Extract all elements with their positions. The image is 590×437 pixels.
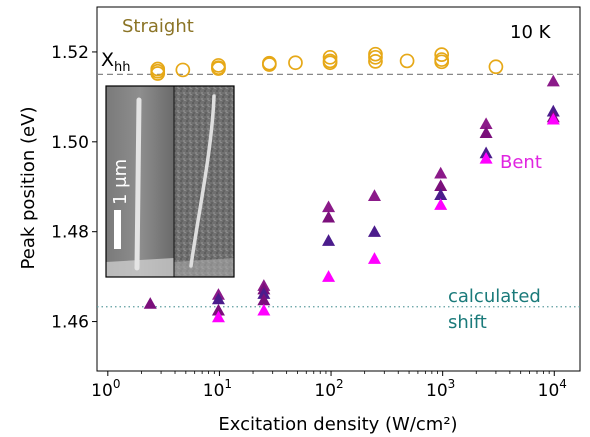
x-tick-label: 101	[203, 377, 232, 401]
x-tick-label: 104	[538, 377, 567, 401]
scale-bar	[114, 210, 121, 249]
x-tick-label: 100	[91, 377, 120, 401]
straight-point	[175, 62, 191, 78]
sem-inset-border	[105, 85, 235, 278]
sem-inset-image: 1 μm	[105, 85, 235, 278]
straight-point	[322, 55, 338, 71]
bent-point	[434, 179, 448, 192]
straight-point	[368, 54, 383, 69]
calculated-shift-label-line1: calculated	[448, 286, 541, 307]
straight-point	[399, 53, 415, 69]
bent-point	[257, 293, 271, 306]
y-tick-label: 1.52	[51, 43, 89, 63]
sem-nanowire-straight	[134, 97, 142, 271]
straight-point	[434, 54, 450, 70]
bent-point	[479, 117, 493, 130]
xhh-label-main: X	[101, 49, 114, 71]
bent-point	[211, 303, 225, 316]
straight-point	[288, 55, 303, 71]
calculated-shift-label-line2: shift	[448, 312, 487, 333]
bent-point	[143, 297, 157, 309]
y-tick-label: 1.50	[51, 133, 89, 153]
bent-point	[546, 112, 560, 125]
bent-point	[257, 303, 271, 316]
bent-point	[211, 292, 225, 305]
bent-point	[546, 74, 560, 87]
bent-point	[434, 188, 448, 201]
x-tick-label: 102	[314, 377, 343, 401]
straight-label: Straight	[122, 16, 194, 37]
bent-point	[479, 126, 493, 139]
x-axis-label: Excitation density (W/cm²)	[218, 414, 457, 435]
x-tick-label: 103	[426, 377, 455, 401]
bent-point	[322, 234, 336, 246]
straight-point	[211, 61, 226, 76]
data-markers	[143, 46, 560, 323]
straight-point	[261, 57, 277, 72]
xhh-label-sub: hh	[114, 60, 130, 75]
bent-point	[434, 198, 448, 210]
bent-point	[479, 151, 493, 164]
sem-substrate-left	[106, 258, 174, 277]
xhh-label: Xhh	[101, 49, 131, 75]
sem-nanowire-bent	[189, 94, 216, 268]
scale-bar-label: 1 μm	[110, 159, 131, 205]
bent-point	[322, 210, 336, 223]
y-axis-label: Peak position (eV)	[18, 107, 39, 270]
bent-point	[211, 310, 225, 323]
y-tick-label: 1.46	[51, 313, 89, 333]
bent-point	[322, 270, 336, 282]
bent-label: Bent	[500, 152, 542, 173]
straight-point	[322, 49, 338, 65]
sem-substrate-right	[174, 258, 234, 277]
bent-point	[322, 200, 336, 213]
bent-point	[367, 225, 381, 237]
bent-point	[257, 287, 271, 299]
straight-point	[368, 49, 383, 65]
straight-point	[434, 47, 450, 62]
bent-point	[367, 189, 381, 201]
y-tick-label: 1.48	[51, 223, 89, 243]
axis-ticks: 1.46 1.48 1.50 1.52 100 101 102 103 104	[51, 43, 567, 401]
straight-point	[150, 63, 166, 79]
temperature-label: 10 K	[510, 22, 552, 43]
bent-point	[434, 166, 448, 179]
bent-point	[367, 252, 381, 264]
straight-point	[488, 59, 504, 75]
